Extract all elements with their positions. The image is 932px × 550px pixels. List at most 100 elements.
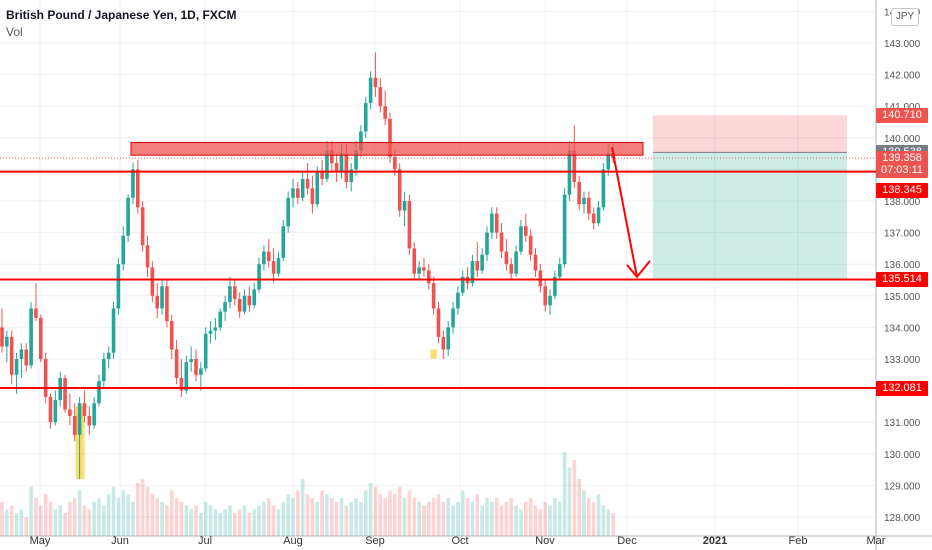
- candle-body: [427, 270, 431, 284]
- volume-bar: [606, 509, 611, 536]
- volume-bar: [393, 494, 397, 536]
- candle-body: [519, 226, 523, 252]
- volume-bar: [296, 490, 300, 536]
- x-tick-label: 2021: [703, 535, 727, 547]
- volume-bar: [577, 479, 581, 536]
- volume-bar: [368, 482, 373, 536]
- candle-body: [543, 286, 547, 306]
- volume-bar: [155, 498, 159, 536]
- target-zone[interactable]: [653, 152, 847, 280]
- candle-body: [359, 131, 363, 151]
- candle-body: [189, 359, 193, 363]
- candle-body: [165, 286, 169, 322]
- candle-body: [354, 150, 358, 170]
- candle-body: [281, 226, 286, 258]
- price-label: 07:03:11: [876, 163, 928, 179]
- candle-body: [63, 377, 67, 410]
- volume-bar: [9, 505, 14, 536]
- volume-bar: [388, 490, 392, 536]
- x-tick-label: Jul: [198, 535, 212, 547]
- candle-body: [291, 188, 295, 198]
- volume-bar: [58, 505, 62, 536]
- candle-body: [169, 321, 174, 350]
- candle-body: [441, 336, 446, 350]
- candle-body: [92, 403, 96, 426]
- candle-body: [237, 298, 242, 312]
- volume-bar: [519, 509, 523, 536]
- candle-body: [136, 169, 140, 208]
- x-tick-label: Oct: [451, 535, 468, 547]
- resistance-zone[interactable]: [130, 142, 644, 156]
- volume-bar: [140, 479, 145, 536]
- candle-body: [111, 308, 116, 353]
- volume-bar: [407, 490, 412, 536]
- price-label: 139.358: [876, 150, 928, 166]
- candle-body: [14, 359, 19, 375]
- volume-bar: [504, 501, 509, 536]
- volume-bar: [320, 490, 324, 536]
- price-label: 138.345: [876, 182, 928, 198]
- candle-body: [208, 330, 213, 334]
- candle-body: [378, 87, 383, 107]
- volume-bar: [97, 498, 101, 536]
- candle-body: [509, 264, 514, 274]
- volume-bar: [465, 498, 470, 536]
- candle-body: [9, 336, 14, 375]
- volume-bar: [145, 486, 150, 536]
- candle-body: [330, 150, 334, 164]
- candle-body: [39, 317, 43, 359]
- candle-body: [203, 333, 208, 369]
- volume-bar: [179, 501, 184, 536]
- candle-body: [77, 403, 82, 435]
- volume-label[interactable]: Vol: [6, 25, 23, 39]
- volume-bar: [378, 494, 383, 536]
- projection-arrow[interactable]: [611, 147, 638, 278]
- volume-bar: [82, 505, 87, 536]
- candle-body: [533, 254, 538, 271]
- y-tick-label: 137.000: [884, 229, 921, 240]
- volume-bar: [150, 494, 155, 536]
- volume-bar: [383, 498, 387, 536]
- candle-body: [475, 261, 480, 271]
- volume-bar: [247, 513, 252, 536]
- volume-bar: [591, 501, 596, 536]
- candle-body: [344, 153, 349, 183]
- volume-bar: [281, 501, 286, 536]
- candle-body: [368, 77, 373, 104]
- candle-body: [572, 150, 577, 183]
- volume-bar: [53, 509, 58, 536]
- volume-bar: [596, 494, 601, 536]
- candle-body: [451, 308, 455, 328]
- candle-body: [504, 251, 509, 265]
- volume-bar: [276, 509, 281, 536]
- candle-body: [305, 178, 310, 189]
- candle-body: [494, 213, 499, 233]
- candle-body: [431, 283, 436, 309]
- volume-bar: [485, 498, 489, 536]
- chart-legend: British Pound / Japanese Yen, 1D, FXCM V…: [6, 8, 237, 39]
- candle-body: [388, 118, 392, 157]
- candle-body: [140, 207, 145, 246]
- symbol-title[interactable]: British Pound / Japanese Yen, 1D, FXCM: [6, 8, 237, 22]
- volume-bar: [233, 513, 237, 536]
- volume-bar: [223, 509, 227, 536]
- volume-bar: [39, 505, 43, 536]
- candle-body: [97, 381, 101, 404]
- volume-bar: [470, 501, 475, 536]
- volume-bar: [218, 513, 223, 536]
- candle-body: [5, 336, 9, 347]
- candle-body: [194, 359, 198, 375]
- volume-bar: [199, 513, 203, 536]
- candle-body: [121, 235, 126, 265]
- x-tick-label: Feb: [789, 535, 808, 547]
- candle-body: [126, 197, 130, 236]
- volume-bar: [499, 505, 504, 536]
- stop-zone[interactable]: [653, 115, 847, 153]
- candle-body: [325, 150, 329, 179]
- x-tick-label: Nov: [535, 535, 555, 547]
- volume-bar: [228, 505, 232, 536]
- currency-button[interactable]: JPY: [891, 8, 919, 26]
- candle-body: [213, 327, 218, 331]
- x-tick-label: Jun: [111, 535, 129, 547]
